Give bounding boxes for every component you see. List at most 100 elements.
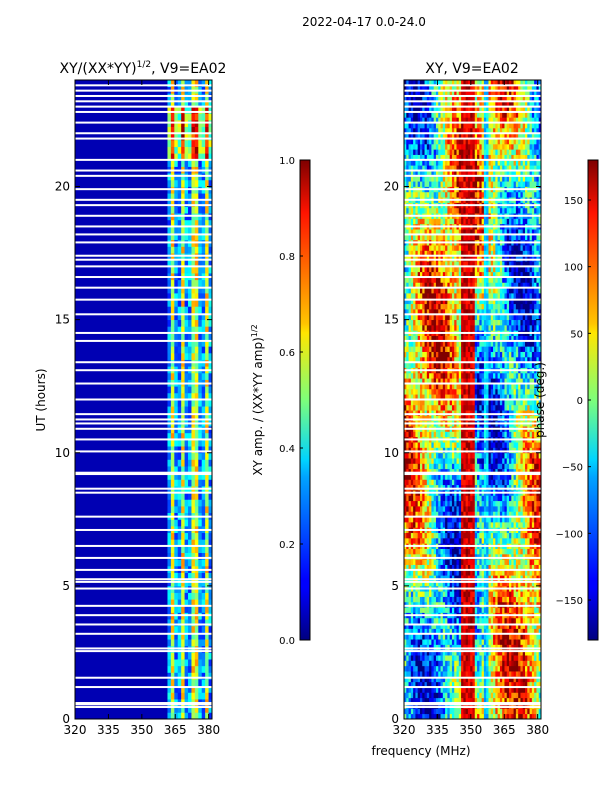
phase-cell [408,335,412,342]
phase-cell [410,293,414,299]
amplitude-cell [181,319,185,327]
amplitude-cell [191,685,196,693]
phase-cell [433,340,437,347]
phase-cell [422,181,425,187]
phase-cell [470,447,473,454]
phase-cell [433,628,437,635]
phase-cell [404,90,407,97]
amplitude-cell [205,139,209,147]
phase-cell [445,447,448,454]
amplitude-cell [181,539,185,547]
amplitude-cell [201,452,206,460]
phase-cell [431,559,435,565]
amplitude-cell [177,665,182,673]
phase-cell [445,181,448,187]
phase-cell [429,569,432,576]
phase-cell [442,378,446,384]
amplitude-flagged-row [75,89,212,92]
amplitude-flagged-row [75,427,212,430]
amplitude-cell [170,619,175,627]
phase-cell [417,404,421,411]
phase-cell [458,340,462,347]
phase-cell [438,394,441,400]
phase-cell [426,442,430,448]
phase-cell [463,314,467,321]
amplitude-cell [194,639,199,647]
phase-cell [440,532,444,539]
phase-cell [424,234,428,241]
phase-cell [442,282,446,289]
phase-cell [451,261,455,267]
phase-cell [413,703,416,709]
phase-cell [419,596,423,603]
phase-cell [472,708,476,715]
phase-cell [472,607,476,613]
phase-cell [449,676,453,683]
phase-cell [431,287,435,294]
phase-cell [408,665,412,672]
phase-cell [404,553,407,560]
phase-cell [458,639,462,645]
phase-cell [413,101,416,108]
phase-cell [463,80,467,86]
phase-cell [413,250,416,257]
phase-cell [424,415,428,422]
phase-cell [461,559,464,565]
phase-cell [447,495,451,502]
phase-cell [424,548,428,555]
phase-cell [404,383,407,390]
amplitude-cell [170,506,175,514]
phase-cell [465,362,469,368]
amplitude-cell [201,439,206,447]
amplitude-flagged-row [75,568,212,571]
phase-cell [429,356,432,363]
phase-cell [413,484,416,491]
phase-cell [461,410,464,416]
amplitude-cell [188,592,192,600]
phase-cell [456,101,460,108]
phase-cell [456,575,460,581]
phase-cell [461,506,464,512]
phase-cell [447,298,451,305]
phase-cell [470,175,473,182]
phase-cell [470,458,473,464]
phase-cell [456,95,460,102]
amplitude-cell [174,552,179,560]
phase-cell [429,245,432,251]
amplitude-cell [205,452,209,460]
phase-cell [433,708,437,715]
amplitude-cell [170,439,175,447]
phase-cell [461,218,464,225]
phase-cell [406,500,409,507]
amplitude-cell [167,113,172,121]
phase-cell [426,623,430,629]
phase-cell [440,506,444,512]
phase-cell [417,245,421,251]
phase-cell [442,623,446,629]
phase-cell [413,404,416,411]
phase-cell [456,80,460,86]
phase-cell [422,703,425,709]
amplitude-cell [208,80,213,88]
phase-cell [417,287,421,294]
phase-cell [465,324,469,331]
phase-cell [458,335,462,342]
phase-cell [417,410,421,416]
phase-cell [451,548,455,555]
phase-cell [461,229,464,235]
phase-cell [447,474,451,480]
amplitude-cell [205,133,209,141]
phase-cell [410,255,414,262]
phase-cell [470,255,473,262]
amplitude-flagged-row [75,647,212,650]
phase-cell [461,127,464,134]
phase-cell [435,303,439,310]
phase-cell [461,628,464,635]
phase-cell [465,447,469,454]
phase-cell [404,181,407,187]
phase-cell [458,111,462,118]
phase-cell [447,708,451,715]
phase-cell [417,575,421,581]
phase-cell [435,218,439,225]
phase-cell [463,250,467,257]
